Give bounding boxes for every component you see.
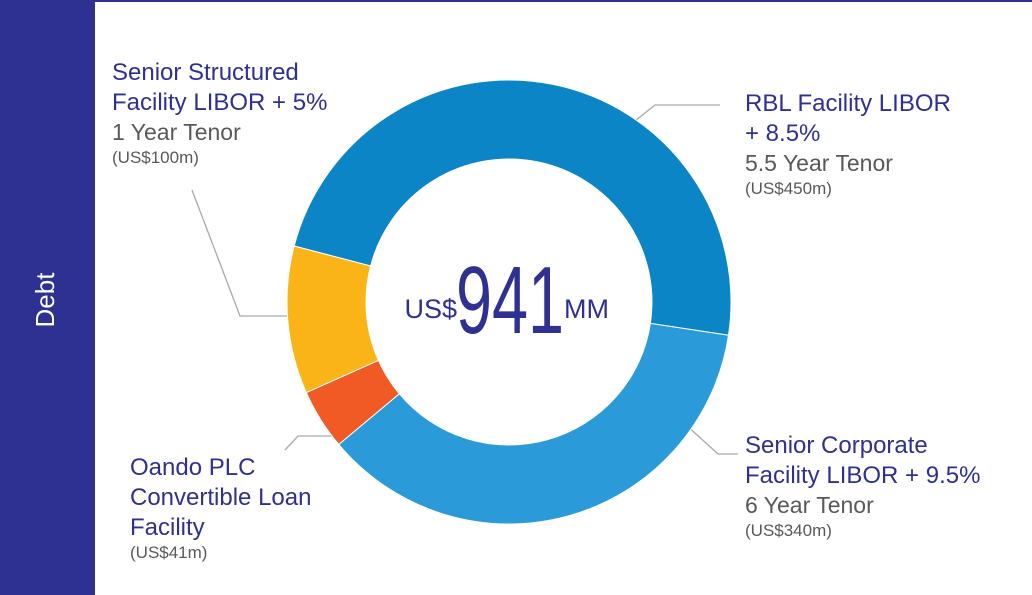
total-value: 941 — [456, 247, 564, 354]
label-title: Senior Structured — [112, 59, 299, 86]
donut-slice — [286, 245, 380, 394]
label-title: + 8.5% — [745, 120, 820, 147]
label-amount: (US$41m) — [130, 543, 207, 562]
label-title: Facility LIBOR + 9.5% — [745, 462, 980, 489]
label-tenor: 1 Year Tenor — [112, 119, 241, 145]
label-tenor: 6 Year Tenor — [745, 492, 874, 518]
label-amount: (US$450m) — [745, 179, 832, 198]
label-amount: (US$100m) — [112, 148, 199, 167]
label-title: Senior Corporate — [745, 432, 928, 459]
label-title: Oando PLC — [130, 454, 255, 481]
label-title: Facility LIBOR + 5% — [112, 89, 327, 116]
label-title: Convertible Loan — [130, 484, 311, 511]
side-label: Debt — [30, 272, 60, 328]
donut-slice — [293, 79, 732, 336]
side-bar — [0, 0, 95, 595]
label-amount: (US$340m) — [745, 521, 832, 540]
label-title: RBL Facility LIBOR — [745, 90, 951, 117]
label-title: Facility — [130, 514, 205, 541]
donut-slice — [338, 322, 730, 525]
total-suffix: MM — [564, 294, 609, 324]
leader-line — [629, 104, 720, 126]
label-tenor: 5.5 Year Tenor — [745, 150, 893, 176]
total-prefix: US$ — [404, 294, 457, 324]
